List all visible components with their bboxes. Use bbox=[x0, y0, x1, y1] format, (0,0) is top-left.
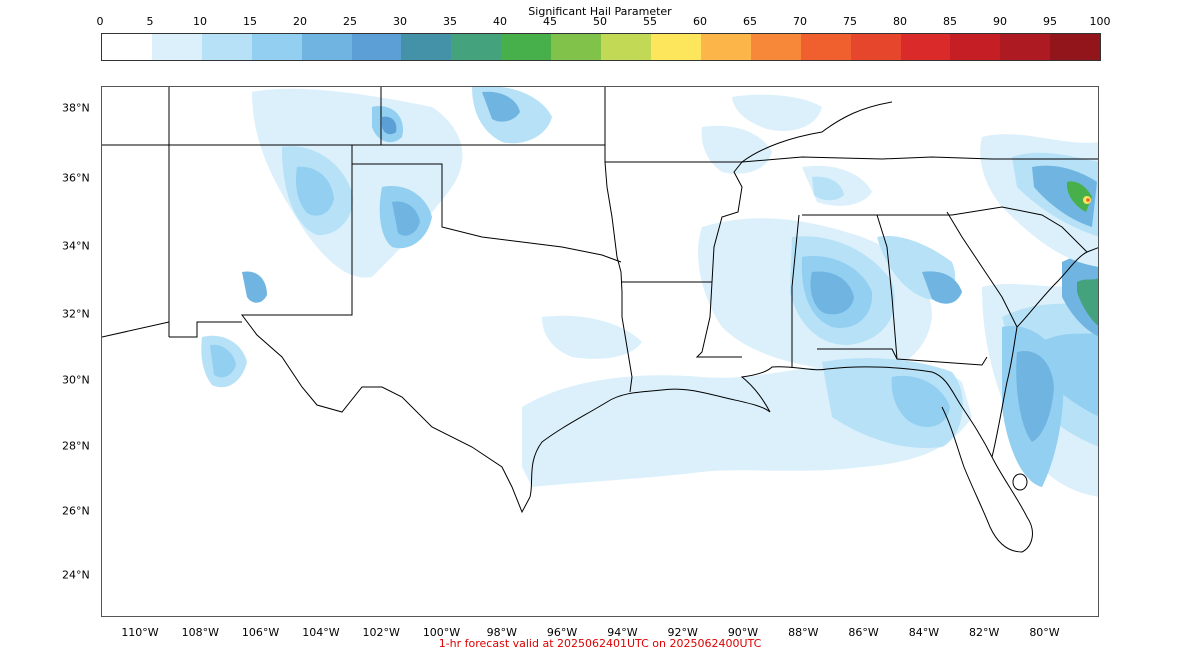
colorbar-tick-label: 0 bbox=[96, 15, 104, 28]
latitude-label: 26°N bbox=[62, 504, 90, 518]
latitude-label: 30°N bbox=[62, 373, 90, 387]
colorbar-tick-label: 90 bbox=[993, 15, 1007, 28]
latitude-label: 38°N bbox=[62, 101, 90, 115]
colorbar-cell bbox=[650, 34, 701, 60]
colorbar-cell bbox=[301, 34, 352, 60]
longitude-label: 84°W bbox=[908, 626, 940, 639]
latitude-label: 24°N bbox=[62, 568, 90, 582]
colorbar bbox=[101, 33, 1101, 61]
colorbar-cell bbox=[451, 34, 502, 60]
colorbar-tick-label: 75 bbox=[843, 15, 857, 28]
colorbar-title: Significant Hail Parameter bbox=[528, 5, 672, 18]
colorbar-tick-label: 25 bbox=[343, 15, 357, 28]
colorbar-cell bbox=[1000, 34, 1051, 60]
map-panel bbox=[101, 86, 1099, 617]
longitude-label: 86°W bbox=[848, 626, 879, 639]
latitude-label: 34°N bbox=[62, 239, 90, 253]
latitude-label: 28°N bbox=[62, 439, 90, 453]
colorbar-tick-label: 45 bbox=[543, 15, 557, 28]
colorbar-tick-label: 65 bbox=[743, 15, 757, 28]
colorbar-tick-label: 60 bbox=[693, 15, 707, 28]
longitude-label: 110°W bbox=[121, 626, 159, 639]
longitude-label: 92°W bbox=[667, 626, 698, 639]
boundaries bbox=[102, 87, 1098, 553]
colorbar-cell bbox=[501, 34, 552, 60]
longitude-label: 96°W bbox=[546, 626, 578, 639]
colorbar-tick-label: 55 bbox=[643, 15, 657, 28]
longitude-label: 90°W bbox=[727, 626, 759, 639]
colorbar-cell bbox=[251, 34, 302, 60]
colorbar-cell bbox=[800, 34, 851, 60]
colorbar-cell bbox=[102, 34, 152, 60]
forecast-caption: 1-hr forecast valid at 2025062401UTC on … bbox=[438, 637, 762, 650]
colorbar-tick-label: 10 bbox=[193, 15, 207, 28]
colorbar-tick-labels: 0 5 10 15 20 25 30 35 40 45 50 55 60 65 70 75 80 85 90 95 10… bbox=[96, 15, 1111, 29]
colorbar-cell bbox=[401, 34, 452, 60]
latitude-label: 32°N bbox=[62, 307, 90, 321]
colorbar-tick-label: 5 bbox=[146, 15, 154, 28]
colorbar-tick-label: 40 bbox=[493, 15, 507, 28]
colorbar-cell bbox=[601, 34, 651, 60]
latitude-label: 36°N bbox=[62, 171, 90, 185]
colorbar-cell bbox=[1050, 34, 1101, 60]
colorbar-cell bbox=[950, 34, 1001, 60]
colorbar-tick-label: 30 bbox=[393, 15, 407, 28]
colorbar-cell bbox=[151, 34, 202, 60]
colorbar-cell bbox=[700, 34, 751, 60]
longitude-label: 80°W bbox=[1029, 626, 1060, 639]
colorbar-cell bbox=[201, 34, 252, 60]
longitude-label: 102°W bbox=[362, 626, 400, 639]
hail-parameter-field bbox=[201, 87, 1098, 497]
longitude-label: 108°W bbox=[181, 626, 219, 639]
colorbar-tick-label: 95 bbox=[1043, 15, 1057, 28]
longitude-label: 100°W bbox=[422, 626, 461, 639]
colorbar-tick-label: 70 bbox=[793, 15, 807, 28]
colorbar-cell bbox=[850, 34, 901, 60]
longitude-label: 82°W bbox=[969, 626, 1000, 639]
colorbar-tick-label: 35 bbox=[443, 15, 457, 28]
colorbar-tick-label: 15 bbox=[243, 15, 257, 28]
colorbar-tick-label: 85 bbox=[943, 15, 957, 28]
colorbar-cell bbox=[750, 34, 801, 60]
longitude-label: 94°W bbox=[607, 626, 638, 639]
longitude-label: 88°W bbox=[788, 626, 819, 639]
colorbar-tick-label: 50 bbox=[593, 15, 607, 28]
colorbar-tick-label: 80 bbox=[893, 15, 907, 28]
colorbar-tick-label: 100 bbox=[1089, 15, 1111, 28]
longitude-label: 104°W bbox=[302, 626, 340, 639]
colorbar-cell bbox=[551, 34, 602, 60]
map-canvas bbox=[102, 87, 1098, 553]
colorbar-cell bbox=[351, 34, 402, 60]
longitude-label: 106°W bbox=[241, 626, 280, 639]
longitude-label: 98°W bbox=[486, 626, 517, 639]
colorbar-cell bbox=[900, 34, 951, 60]
colorbar-tick-label: 20 bbox=[293, 15, 307, 28]
